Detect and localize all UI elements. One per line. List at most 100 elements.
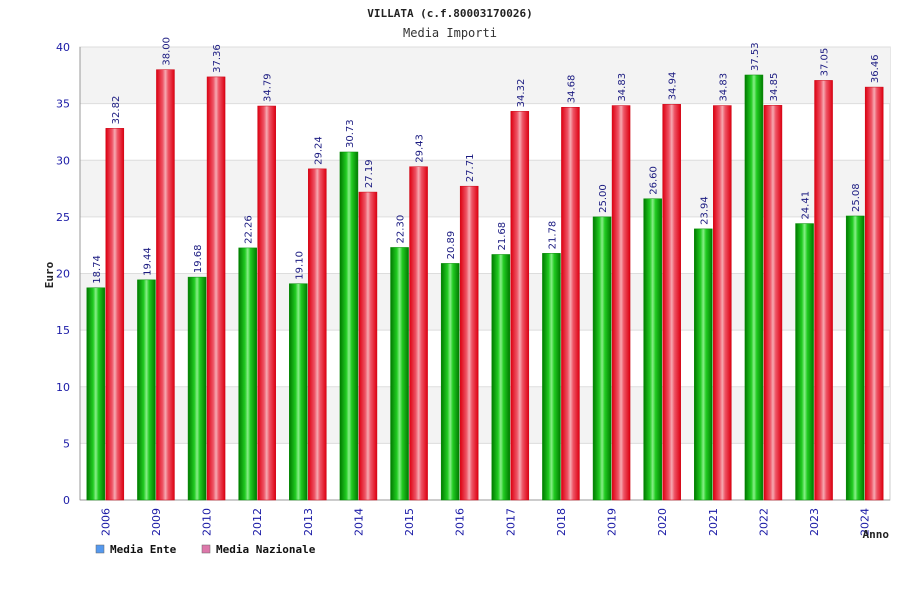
bar-media-nazionale: [409, 166, 428, 501]
legend-swatch-media-nazionale: [201, 544, 211, 554]
bar-media-ente: [339, 151, 359, 501]
x-axis-ticks: 2006 2009 2010 2012 2013 2014 2015 2016 2017 2018…: [99, 508, 871, 536]
y-tick-label: 35: [56, 98, 70, 111]
data-label: 20.89: [446, 231, 457, 260]
y-tick-label: 15: [56, 324, 70, 337]
data-label: 34.83: [718, 73, 729, 102]
bar-media-nazionale: [308, 168, 327, 501]
data-label: 22.30: [396, 215, 407, 244]
bar-media-nazionale: [864, 86, 884, 501]
y-axis-ticks: 0 5 10 15 20 25 30 35 40: [56, 41, 70, 507]
bar-media-ente: [592, 216, 612, 501]
data-label: 29.24: [313, 136, 324, 165]
bar-media-ente: [845, 215, 865, 501]
x-tick-label: 2010: [201, 508, 214, 536]
x-tick-label: 2021: [707, 508, 720, 536]
y-axis-label: Euro: [43, 261, 56, 288]
x-tick-label: 2016: [454, 508, 467, 536]
bar-media-ente: [744, 74, 764, 501]
data-label: 21.68: [497, 222, 508, 251]
data-label: 34.32: [516, 79, 527, 108]
data-label: 34.68: [566, 75, 577, 104]
bar-media-ente: [390, 247, 409, 501]
x-tick-label: 2012: [251, 508, 264, 536]
data-label: 22.26: [244, 215, 255, 244]
y-tick-label: 10: [56, 381, 70, 394]
y-tick-label: 0: [63, 494, 70, 507]
x-tick-label: 2013: [302, 508, 315, 536]
bar-media-nazionale: [257, 105, 276, 501]
x-tick-label: 2020: [656, 508, 669, 536]
bar-media-nazionale: [459, 185, 479, 501]
x-tick-label: 2017: [504, 508, 517, 536]
bar-media-nazionale: [763, 105, 783, 501]
bar-media-ente: [795, 223, 814, 501]
data-label: 34.85: [769, 73, 780, 102]
bar-media-nazionale: [561, 106, 580, 501]
bar-media-nazionale: [105, 128, 125, 501]
data-label: 37.05: [820, 48, 831, 77]
bar-media-nazionale: [510, 111, 530, 501]
legend-swatch-media-ente: [95, 544, 105, 554]
data-label: 19.44: [142, 247, 153, 276]
x-tick-label: 2023: [808, 508, 821, 536]
bar-media-ente: [440, 263, 460, 501]
data-label: 34.94: [668, 72, 679, 101]
y-tick-label: 30: [56, 154, 70, 167]
bar-media-ente: [542, 253, 561, 501]
data-label: 26.60: [649, 166, 660, 195]
bar-media-ente: [238, 247, 257, 501]
data-label: 37.53: [750, 42, 761, 71]
data-label: 30.73: [345, 119, 356, 148]
x-axis-label: Anno: [863, 528, 890, 541]
chart-subtitle: Media Importi: [403, 26, 497, 40]
data-label: 19.68: [193, 244, 204, 273]
x-tick-label: 2009: [150, 508, 163, 536]
bar-media-ente: [187, 276, 207, 501]
x-tick-label: 2014: [352, 508, 365, 536]
y-tick-label: 5: [63, 437, 70, 450]
x-tick-label: 2024: [859, 508, 872, 536]
data-label: 32.82: [111, 96, 122, 125]
legend-label-media-ente: Media Ente: [110, 543, 177, 556]
data-label: 24.41: [801, 191, 812, 220]
data-label: 34.83: [617, 73, 628, 102]
data-label: 29.43: [415, 134, 426, 163]
data-label: 21.78: [547, 221, 558, 250]
y-tick-label: 40: [56, 41, 70, 54]
bar-media-ente: [694, 228, 713, 501]
legend: Media Ente Media Nazionale: [95, 543, 316, 556]
data-label: 38.00: [161, 37, 172, 66]
bar-media-ente: [289, 283, 308, 501]
bar-media-ente: [137, 279, 156, 501]
data-label: 25.00: [598, 184, 609, 213]
x-tick-label: 2006: [99, 508, 112, 536]
x-tick-label: 2015: [403, 508, 416, 536]
data-labels: 18.74 32.82 19.44 38.00 19.68 37.36 22.26 34.79…: [92, 37, 881, 284]
x-tick-label: 2018: [555, 508, 568, 536]
bar-media-nazionale: [206, 76, 226, 501]
data-label: 25.08: [851, 183, 862, 212]
data-label: 23.94: [699, 196, 710, 225]
bar-media-nazionale: [713, 105, 732, 501]
bar-media-nazionale: [662, 104, 681, 501]
bar-media-ente: [643, 198, 662, 501]
x-tick-label: 2019: [606, 508, 619, 536]
data-label: 36.46: [870, 54, 881, 83]
legend-label-media-nazionale: Media Nazionale: [216, 543, 316, 556]
bar-media-nazionale: [611, 105, 631, 501]
bar-media-ente: [491, 254, 511, 501]
x-tick-label: 2022: [757, 508, 770, 536]
y-tick-label: 20: [56, 268, 70, 281]
chart-title: VILLATA (c.f.80003170026): [367, 7, 533, 20]
bars: [86, 69, 884, 501]
y-tick-label: 25: [56, 211, 70, 224]
bar-media-nazionale: [814, 80, 833, 501]
data-label: 27.71: [465, 154, 476, 183]
data-label: 34.79: [263, 73, 274, 102]
data-label: 27.19: [364, 159, 375, 188]
bar-media-nazionale: [156, 69, 175, 501]
bar-media-nazionale: [358, 191, 378, 501]
